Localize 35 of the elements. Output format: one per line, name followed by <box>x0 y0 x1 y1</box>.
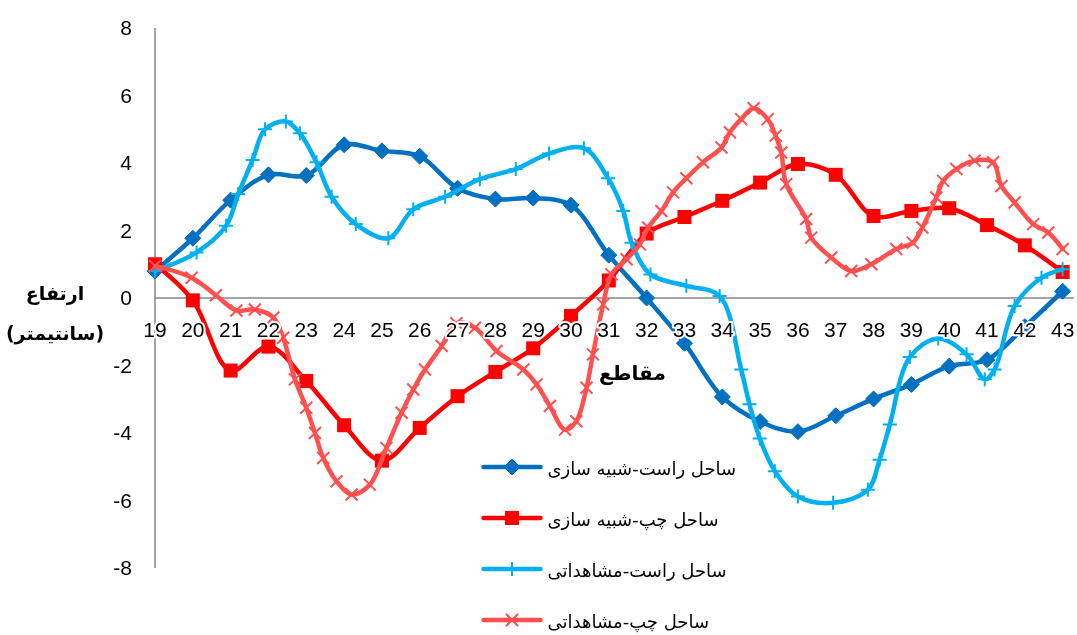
x-tick-label: 19 <box>143 318 167 341</box>
x-tick-label: 29 <box>521 318 545 341</box>
x-tick-label: 22 <box>256 318 281 341</box>
y-tick-label: 0 <box>120 286 132 310</box>
x-tick-label: 21 <box>218 318 243 341</box>
x-tick-label: 36 <box>786 318 810 341</box>
y-axis-title: ارتفاع (سانتیمتر) <box>5 282 105 345</box>
legend-label: ساحل راست-مشاهداتی <box>547 560 727 581</box>
legend-label: ساحل راست-شبیه سازی <box>547 458 737 479</box>
x-tick-label: 20 <box>181 318 205 341</box>
x-tick-label: 23 <box>294 318 318 341</box>
x-tick-label: 24 <box>332 318 357 341</box>
x-tick-label: 39 <box>899 318 924 341</box>
y-tick-label: -2 <box>113 353 132 377</box>
x-axis-title: مقاطع <box>599 361 666 385</box>
y-tick-label: 4 <box>120 151 133 175</box>
legend-label: ساحل چپ-مشاهداتی <box>547 611 709 633</box>
x-tick-label: 28 <box>483 318 508 341</box>
y-tick-label: -8 <box>113 556 132 580</box>
y-tick-label: 8 <box>120 16 132 40</box>
x-tick-label: 41 <box>975 318 999 341</box>
x-tick-label: 35 <box>748 318 772 341</box>
x-tick-label: 26 <box>408 318 432 341</box>
x-tick-label: 25 <box>370 318 394 341</box>
x-tick-label: 32 <box>634 318 659 341</box>
x-tick-label: 37 <box>824 318 848 341</box>
x-tick-label: 30 <box>559 318 583 341</box>
y-tick-label: 6 <box>120 83 132 107</box>
x-tick-label: 43 <box>1050 318 1075 341</box>
legend-label: ساحل چپ-شبیه سازی <box>547 509 719 531</box>
y-tick-label: -4 <box>113 421 133 445</box>
y-tick-label: -6 <box>113 488 132 512</box>
x-tick-label: 38 <box>861 318 886 341</box>
x-tick-label: 40 <box>937 318 961 341</box>
y-tick-label: 2 <box>120 218 132 242</box>
